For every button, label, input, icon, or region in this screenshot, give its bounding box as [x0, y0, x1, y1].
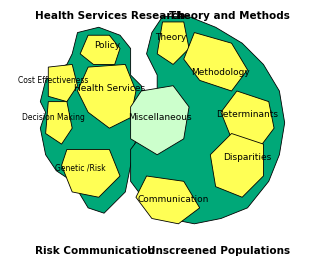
- Polygon shape: [131, 17, 285, 224]
- Text: Communication: Communication: [137, 195, 209, 205]
- Polygon shape: [80, 35, 120, 64]
- Polygon shape: [46, 102, 72, 144]
- Polygon shape: [157, 22, 189, 64]
- Polygon shape: [136, 176, 200, 224]
- Polygon shape: [131, 86, 189, 155]
- Text: Miscellaneous: Miscellaneous: [128, 113, 192, 122]
- Text: Theory: Theory: [155, 33, 186, 42]
- Text: Health Services: Health Services: [74, 84, 145, 93]
- Text: Decision Making: Decision Making: [22, 113, 85, 122]
- Text: Theory and Methods: Theory and Methods: [169, 11, 290, 21]
- Polygon shape: [184, 33, 248, 91]
- Polygon shape: [210, 134, 264, 197]
- Text: Determinants: Determinants: [216, 111, 279, 119]
- Text: Unscreened Populations: Unscreened Populations: [147, 246, 290, 256]
- Polygon shape: [221, 91, 274, 150]
- Polygon shape: [77, 64, 136, 128]
- Text: Methodology: Methodology: [191, 68, 250, 77]
- Polygon shape: [48, 64, 77, 102]
- Text: Risk Communication: Risk Communication: [35, 246, 155, 256]
- Text: Health Services Research: Health Services Research: [35, 11, 185, 21]
- Polygon shape: [40, 27, 147, 213]
- Text: Cost Effectiveness: Cost Effectiveness: [19, 76, 89, 85]
- Text: Disparities: Disparities: [223, 153, 272, 162]
- Text: Genetic /Risk: Genetic /Risk: [55, 163, 106, 172]
- Polygon shape: [61, 150, 120, 197]
- Text: Policy: Policy: [94, 41, 120, 50]
